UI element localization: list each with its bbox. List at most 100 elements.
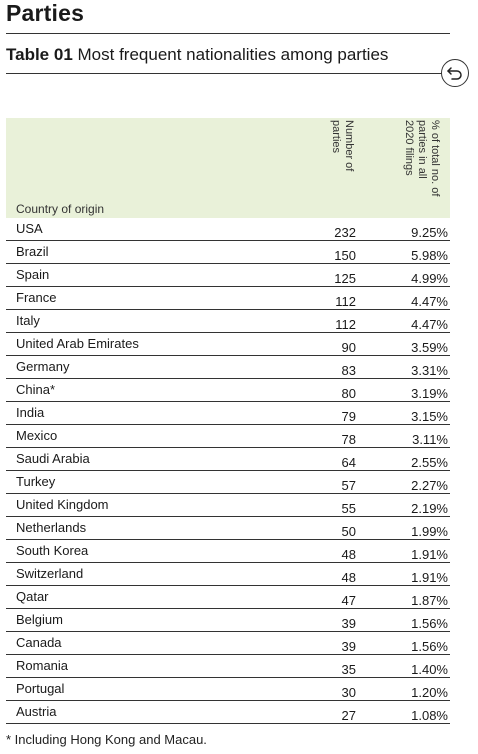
row-count: 57 [341, 478, 356, 493]
table-row: Austria 27 1.08% [6, 702, 450, 724]
table-row: Portugal 30 1.20% [6, 679, 450, 701]
row-country: France [16, 290, 57, 305]
row-percent: 5.98% [411, 248, 448, 263]
table-row: Romania 35 1.40% [6, 656, 450, 678]
row-percent: 4.47% [411, 317, 448, 332]
row-country: Austria [16, 704, 57, 719]
footnote: * Including Hong Kong and Macau. [6, 732, 207, 747]
row-country: Spain [16, 267, 50, 282]
row-percent: 9.25% [411, 225, 448, 240]
row-percent: 1.40% [411, 662, 448, 677]
row-count: 48 [341, 570, 356, 585]
row-count: 112 [335, 317, 356, 332]
row-country: USA [16, 221, 43, 236]
row-count: 64 [341, 455, 356, 470]
table-body: USA 232 9.25% Brazil 150 5.98% Spain 125 4.99% Fr… [6, 219, 450, 725]
table-row: China* 80 3.19% [6, 380, 450, 402]
row-count: 35 [341, 662, 356, 677]
column-header-count: Number of parties [330, 120, 355, 172]
table-row: Brazil 150 5.98% [6, 242, 450, 264]
caption-divider [6, 73, 450, 74]
row-percent: 3.31% [411, 363, 448, 378]
row-count: 39 [341, 639, 356, 654]
row-country: United Arab Emirates [16, 336, 139, 351]
table-row: Turkey 57 2.27% [6, 472, 450, 494]
row-country: Qatar [16, 589, 49, 604]
row-percent: 1.56% [411, 616, 448, 631]
row-country: Brazil [16, 244, 49, 259]
row-country: Belgium [16, 612, 63, 627]
table-number: Table 01 [6, 45, 73, 64]
row-percent: 2.27% [411, 478, 448, 493]
row-count: 27 [341, 708, 356, 723]
row-percent: 3.15% [411, 409, 448, 424]
table-row: United Kingdom 55 2.19% [6, 495, 450, 517]
row-percent: 2.19% [411, 501, 448, 516]
row-count: 30 [341, 685, 356, 700]
row-country: Canada [16, 635, 62, 650]
row-percent: 1.08% [411, 708, 448, 723]
row-percent: 3.19% [411, 386, 448, 401]
row-count: 50 [341, 524, 356, 539]
section-title: Parties [6, 0, 85, 26]
row-percent: 1.91% [411, 570, 448, 585]
table-row: Italy 112 4.47% [6, 311, 450, 333]
table-row: Belgium 39 1.56% [6, 610, 450, 632]
table-row: Netherlands 50 1.99% [6, 518, 450, 540]
row-country: United Kingdom [16, 497, 109, 512]
row-count: 55 [341, 501, 356, 516]
table-caption: Table 01 Most frequent nationalities amo… [6, 45, 388, 65]
row-count: 48 [341, 547, 356, 562]
return-arrow-icon [447, 67, 462, 80]
row-percent: 3.11% [412, 432, 448, 447]
row-count: 78 [341, 432, 356, 447]
table-header: Country of origin Number of parties % of… [6, 118, 450, 218]
table-row: Canada 39 1.56% [6, 633, 450, 655]
table-row: India 79 3.15% [6, 403, 450, 425]
row-country: Netherlands [16, 520, 87, 535]
row-country: Turkey [16, 474, 56, 489]
row-percent: 1.99% [411, 524, 448, 539]
row-country: South Korea [16, 543, 89, 558]
table-row: Germany 83 3.31% [6, 357, 450, 379]
table-row: Qatar 47 1.87% [6, 587, 450, 609]
row-count: 90 [341, 340, 356, 355]
row-country: Romania [16, 658, 69, 673]
row-country: Mexico [16, 428, 58, 443]
row-count: 125 [334, 271, 356, 286]
table-row: United Arab Emirates 90 3.59% [6, 334, 450, 356]
row-count: 150 [334, 248, 356, 263]
table-row: Mexico 78 3.11% [6, 426, 450, 448]
row-percent: 4.47% [411, 294, 448, 309]
table-row: South Korea 48 1.91% [6, 541, 450, 563]
table-row: Saudi Arabia 64 2.55% [6, 449, 450, 471]
table-row: USA 232 9.25% [6, 219, 450, 241]
row-percent: 1.56% [411, 639, 448, 654]
row-percent: 4.99% [411, 271, 448, 286]
row-percent: 1.87% [411, 593, 448, 608]
column-header-country: Country of origin [16, 202, 105, 216]
row-country: Saudi Arabia [16, 451, 90, 466]
row-count: 112 [335, 294, 356, 309]
table-title: Most frequent nationalities among partie… [77, 45, 389, 64]
row-country: China* [16, 382, 56, 397]
column-header-percent: % of total no. of parties in all 2020 fi… [403, 120, 441, 197]
back-button[interactable] [441, 59, 469, 87]
row-country: India [16, 405, 45, 420]
table-row: Spain 125 4.99% [6, 265, 450, 287]
row-country: Germany [16, 359, 70, 374]
row-country: Portugal [16, 681, 65, 696]
row-count: 39 [341, 616, 356, 631]
row-count: 79 [341, 409, 356, 424]
table-row: Switzerland 48 1.91% [6, 564, 450, 586]
row-percent: 1.91% [411, 547, 448, 562]
row-percent: 1.20% [411, 685, 448, 700]
row-count: 232 [334, 225, 356, 240]
row-country: Switzerland [16, 566, 84, 581]
row-country: Italy [16, 313, 40, 328]
row-count: 83 [341, 363, 356, 378]
row-count: 80 [341, 386, 356, 401]
divider [6, 33, 450, 34]
row-percent: 3.59% [411, 340, 448, 355]
row-count: 47 [341, 593, 356, 608]
